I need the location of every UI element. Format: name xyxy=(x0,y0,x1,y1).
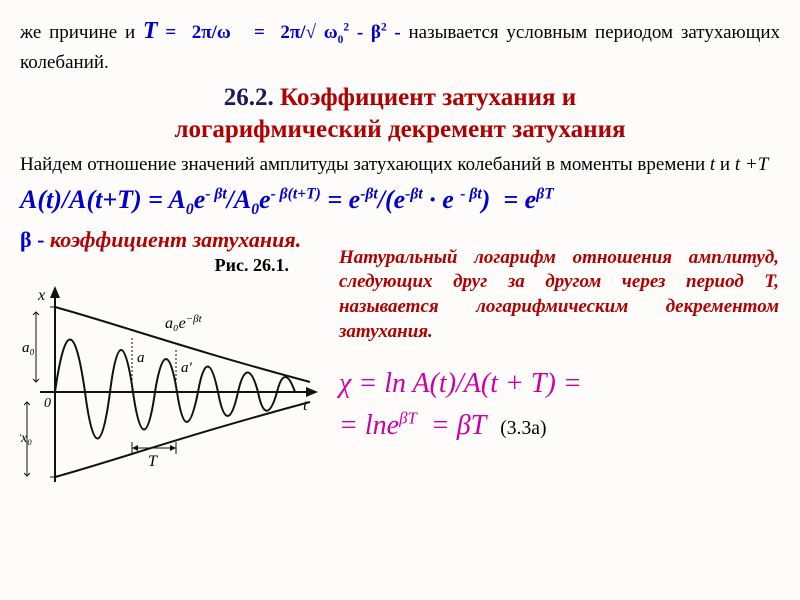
top-paragraph: же причине и T = 2π/ω = 2π/√ ω02 - β2 - … xyxy=(20,14,780,76)
log-decrement-definition: Натуральный логарифм отношения амплитуд,… xyxy=(339,246,779,345)
chi-line-1: χ = ln A(t)/A(t + T) = xyxy=(339,368,582,399)
period-T-label: T xyxy=(148,453,158,470)
intro-text: Найдем отношение значений амплитуды зату… xyxy=(20,154,710,175)
section-title-2: логарифмический декремент затухания xyxy=(174,116,625,143)
figure-caption: Рис. 26.1. xyxy=(20,255,325,276)
equation-reference: (3.3а) xyxy=(500,418,546,439)
amplitude-ratio-formula: A(t)/A(t+T) = A0e- βt/A0e- β(t+T) = e-βt… xyxy=(20,182,780,220)
damped-wave-figure: x t 0 a₀e−βt a₀ 2x₀ a a' xyxy=(20,282,320,492)
origin-label: 0 xyxy=(44,396,51,411)
a0-label: a₀ xyxy=(22,340,35,356)
section-number: 26.2. xyxy=(224,84,280,111)
beta-symbol: β - xyxy=(20,227,50,252)
right-column: Натуральный логарифм отношения амплитуд,… xyxy=(339,227,779,448)
y-axis-label: x xyxy=(37,287,45,304)
section-title-1: Коэффициент затухания и xyxy=(280,84,576,111)
period-formula: T = 2π/ω = 2π/√ ω02 - β2 - xyxy=(143,22,409,43)
time-tT: t +T xyxy=(735,154,768,175)
beta-label: коэффициент затухания. xyxy=(50,227,301,252)
time-t: t xyxy=(710,154,715,175)
beta-label-line: β - коэффициент затухания. xyxy=(20,227,325,253)
lower-columns: β - коэффициент затухания. Рис. 26.1. x … xyxy=(20,227,780,492)
intro-paragraph: Найдем отношение значений амплитуды зату… xyxy=(20,151,780,179)
intro-mid: и xyxy=(720,154,735,175)
2x0-label: 2x₀ xyxy=(20,431,32,446)
envelope-label: a₀e−βt xyxy=(165,313,203,332)
x-axis-label: t xyxy=(303,397,308,414)
section-header: 26.2. Коэффициент затухания и логарифмич… xyxy=(20,82,780,145)
chi-formula: χ = ln A(t)/A(t + T) = = lneβT = βT (3.3… xyxy=(339,363,779,447)
top-prefix: же причине и xyxy=(20,22,143,43)
ap-label: a' xyxy=(181,360,193,376)
chi-line-2: = lneβT = βT xyxy=(339,410,500,441)
damped-wave xyxy=(55,339,295,438)
a-label: a xyxy=(137,350,145,366)
left-column: β - коэффициент затухания. Рис. 26.1. x … xyxy=(20,227,325,492)
